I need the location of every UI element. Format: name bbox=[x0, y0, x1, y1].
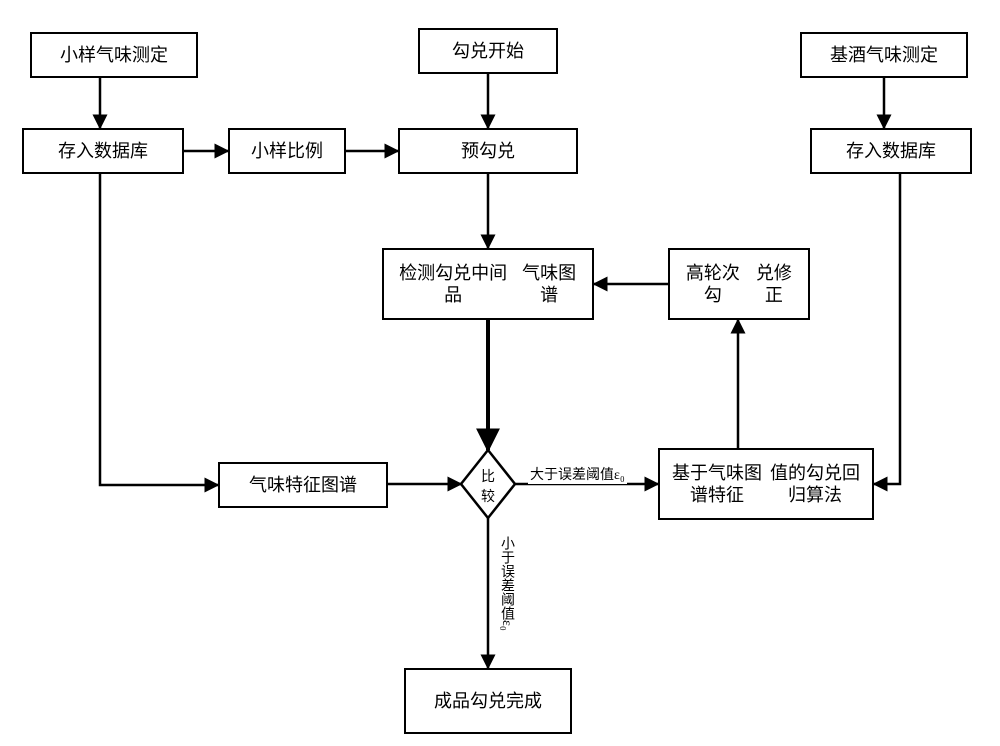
edge bbox=[100, 174, 218, 485]
decision-compare bbox=[461, 450, 515, 518]
node-text: 勾兑开始 bbox=[452, 40, 524, 63]
edges-layer bbox=[0, 0, 1000, 746]
node-blend_start: 勾兑开始 bbox=[418, 28, 558, 74]
node-pre_blend: 预勾兑 bbox=[398, 128, 578, 174]
node-text: 气味特征图谱 bbox=[249, 474, 357, 497]
node-text: 小样气味测定 bbox=[60, 44, 168, 67]
node-high_round: 高轮次勾兑修正 bbox=[668, 248, 810, 320]
decision-compare-label: 比较 bbox=[478, 466, 498, 506]
node-regression: 基于气味图谱特征值的勾兑回归算法 bbox=[658, 448, 874, 520]
node-text: 小样比例 bbox=[251, 140, 323, 163]
node-text-line: 气味图谱 bbox=[514, 262, 584, 307]
node-text-line: 兑修正 bbox=[748, 262, 800, 307]
node-text-line: 成品 bbox=[434, 690, 470, 713]
flowchart-canvas: 小样气味测定 勾兑开始 基酒气味测定存入数据库 小样比例 预勾兑 存入数据库检测勾兑中间品… bbox=[0, 0, 1000, 746]
edge-label: 大于误差阈值ε₀ bbox=[528, 464, 627, 484]
node-db_right: 存入数据库 bbox=[810, 128, 972, 174]
node-detect_spectrum: 检测勾兑中间品气味图谱 bbox=[382, 248, 594, 320]
node-base_meas: 基酒气味测定 bbox=[800, 32, 968, 78]
node-text-line: 基于气味图谱特征 bbox=[668, 462, 766, 507]
node-sample_meas: 小样气味测定 bbox=[30, 32, 198, 78]
decision-label-line: 较 bbox=[481, 490, 495, 505]
node-text-line: 勾兑完成 bbox=[470, 690, 542, 713]
decision-label-line: 比 bbox=[481, 470, 495, 485]
node-text: 存入数据库 bbox=[846, 140, 936, 163]
node-text-line: 值的勾兑回归算法 bbox=[766, 462, 864, 507]
node-odor_spectrum: 气味特征图谱 bbox=[218, 462, 388, 508]
node-text-line: 高轮次勾 bbox=[678, 262, 748, 307]
edge-label: 小于误差阈值ε₀ bbox=[494, 536, 518, 631]
node-text: 基酒气味测定 bbox=[830, 44, 938, 67]
node-db_left: 存入数据库 bbox=[22, 128, 184, 174]
node-finished: 成品勾兑完成 bbox=[404, 668, 572, 734]
node-text-line: 检测勾兑中间品 bbox=[392, 262, 514, 307]
node-sample_ratio: 小样比例 bbox=[228, 128, 346, 174]
node-text: 预勾兑 bbox=[461, 140, 515, 163]
node-text: 存入数据库 bbox=[58, 140, 148, 163]
edge bbox=[874, 174, 900, 484]
